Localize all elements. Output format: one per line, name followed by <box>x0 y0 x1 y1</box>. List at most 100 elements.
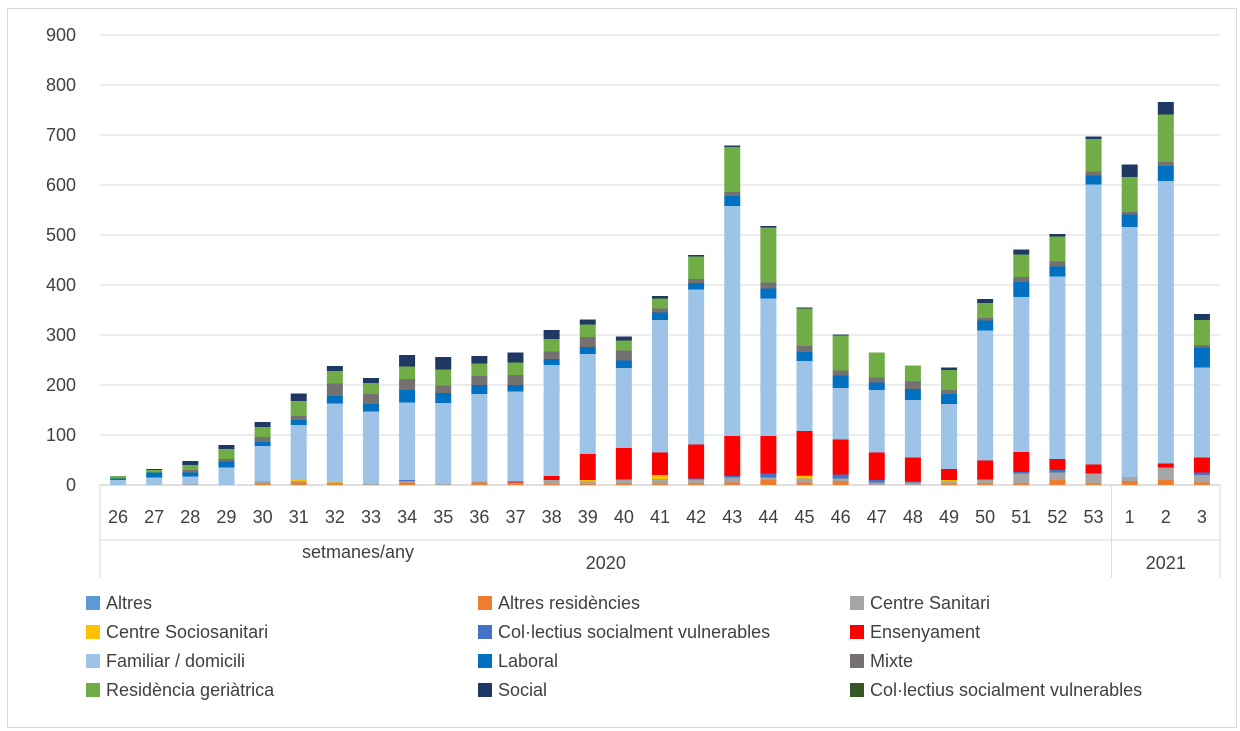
bar-segment <box>507 391 524 482</box>
bar-segment <box>218 467 235 485</box>
bar-segment <box>904 482 921 485</box>
bar-segment <box>796 475 813 476</box>
bar-segment <box>254 422 271 427</box>
bar-segment <box>471 482 488 485</box>
bar-segment <box>182 472 199 477</box>
bar-segment <box>399 366 416 379</box>
bar-segment <box>652 479 668 484</box>
bar-segment <box>941 367 958 370</box>
bar-segment <box>507 385 524 392</box>
bar-segment <box>1193 475 1210 483</box>
bar-segment <box>977 299 994 303</box>
legend-label: Ensenyament <box>870 621 981 642</box>
bar-segment <box>1157 162 1174 166</box>
bar-segment <box>1013 483 1030 485</box>
bar-segment <box>1121 481 1138 485</box>
bar-segment <box>1049 480 1066 485</box>
bar-segment <box>254 446 271 481</box>
bar-segment <box>977 460 994 480</box>
bar-segment <box>399 482 416 485</box>
chart-frame <box>7 8 1237 728</box>
x-tick-label: 26 <box>108 507 128 527</box>
bar-segment <box>362 484 379 485</box>
bar-segment <box>796 431 813 475</box>
bar-segment <box>1157 166 1174 181</box>
legend-label: Col·lectius socialment vulnerables <box>870 679 1143 700</box>
y-tick-label: 0 <box>66 475 76 495</box>
legend-label: Laboral <box>498 650 559 671</box>
bar-segment <box>904 457 921 482</box>
bar-segment <box>652 484 668 485</box>
legend-swatch <box>478 596 492 610</box>
y-tick-label: 100 <box>46 425 76 445</box>
bar-segment <box>1193 457 1210 473</box>
bar-segment <box>796 352 813 361</box>
bar-segment <box>290 480 307 481</box>
bar-segment <box>399 379 416 390</box>
x-tick-label: 52 <box>1047 507 1067 527</box>
x-tick-label: 36 <box>469 507 489 527</box>
bar-segment <box>724 436 741 476</box>
bar-segment <box>182 461 199 465</box>
bar-segment <box>543 476 560 480</box>
bar-segment <box>941 404 958 469</box>
bar-segment <box>760 282 777 289</box>
bar-segment <box>218 449 235 459</box>
bar-segment <box>471 481 488 483</box>
bar-segment <box>146 472 163 478</box>
bar-segment <box>362 411 379 484</box>
bar-segment <box>471 385 488 394</box>
bar-segment <box>543 365 560 476</box>
bar-segment <box>615 350 632 361</box>
y-tick-label: 700 <box>46 125 76 145</box>
x-tick-label: 41 <box>650 507 670 527</box>
bar-segment <box>832 370 849 376</box>
bar-segment <box>1193 314 1210 320</box>
legend-swatch <box>850 625 864 639</box>
bar-segment <box>688 289 705 445</box>
bar-segment <box>652 320 668 453</box>
bar-segment <box>543 330 560 339</box>
x-tick-label: 32 <box>325 507 345 527</box>
bar-segment <box>435 484 452 485</box>
bar-segment <box>688 279 705 283</box>
bar-segment <box>796 307 813 309</box>
x-tick-label: 30 <box>253 507 273 527</box>
legend-swatch <box>86 625 100 639</box>
bar-segment <box>471 394 488 482</box>
bar-segment <box>399 402 416 480</box>
bar-segment <box>832 474 849 479</box>
bar-segment <box>543 359 560 365</box>
legend-item: Centre Sociosanitari <box>86 619 478 645</box>
bar-segment <box>832 334 849 336</box>
bar-segment <box>652 296 668 299</box>
bar-segment <box>760 480 777 485</box>
bar-segment <box>796 346 813 352</box>
bar-segment <box>290 425 307 480</box>
bar-segment <box>724 147 741 192</box>
bar-segment <box>1157 467 1174 480</box>
y-tick-label: 600 <box>46 175 76 195</box>
bar-segment <box>615 479 632 484</box>
bar-segment <box>254 481 271 484</box>
bar-segment <box>724 145 741 147</box>
bar-segment <box>435 393 452 403</box>
bar-segment <box>1049 261 1066 267</box>
x-tick-label: 48 <box>903 507 923 527</box>
x-tick-label: 29 <box>216 507 236 527</box>
bar-segment <box>1049 266 1066 277</box>
bar-segment <box>724 477 741 483</box>
bar-segment <box>290 482 307 485</box>
bar-segment <box>1157 114 1174 162</box>
x-tick-label: 40 <box>614 507 634 527</box>
bar-segment <box>110 480 127 485</box>
x-tick-label: 49 <box>939 507 959 527</box>
bar-segment <box>1193 320 1210 345</box>
bar-segment <box>1013 472 1030 474</box>
bar-segment <box>507 352 524 363</box>
bar-segment <box>796 482 813 485</box>
bar-segment <box>1049 472 1066 480</box>
bar-segment <box>290 416 307 420</box>
year-group-label: 2020 <box>586 553 626 573</box>
y-tick-label: 900 <box>46 25 76 45</box>
